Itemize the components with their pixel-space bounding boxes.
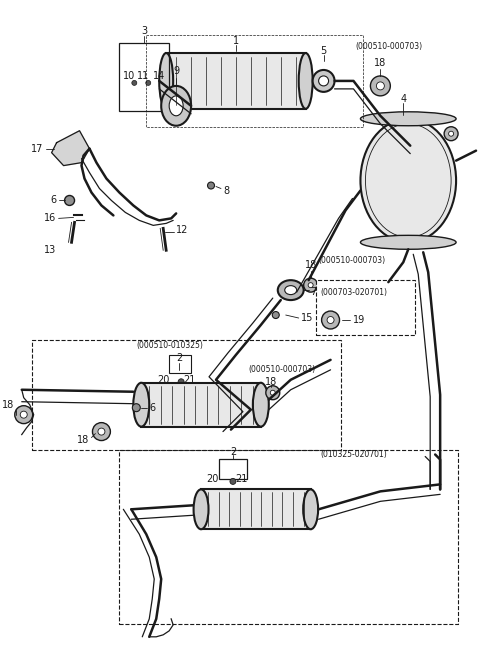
Ellipse shape: [319, 76, 329, 86]
Ellipse shape: [327, 317, 334, 324]
Text: 5: 5: [321, 46, 327, 56]
Ellipse shape: [360, 112, 456, 126]
Text: 4: 4: [400, 94, 407, 104]
Bar: [120, 450, 458, 624]
Bar: [120, 43, 169, 111]
Text: 14: 14: [153, 71, 166, 81]
Ellipse shape: [449, 131, 454, 136]
Text: (010325-020701): (010325-020701): [321, 450, 387, 459]
Ellipse shape: [132, 80, 137, 85]
Ellipse shape: [299, 53, 312, 109]
Bar: [169, 355, 191, 373]
Text: 18: 18: [77, 435, 89, 444]
Text: 7: 7: [311, 287, 317, 297]
Text: 2: 2: [230, 446, 236, 457]
Text: 15: 15: [300, 313, 313, 323]
Text: 1: 1: [233, 36, 239, 46]
Ellipse shape: [65, 196, 74, 205]
Bar: [32, 340, 340, 450]
Ellipse shape: [272, 311, 279, 318]
Ellipse shape: [266, 386, 280, 400]
Text: 19: 19: [352, 315, 365, 325]
Ellipse shape: [93, 422, 110, 441]
Text: (000510-000703): (000510-000703): [356, 41, 422, 50]
Text: 2: 2: [176, 353, 182, 363]
Text: (000510-000703): (000510-000703): [319, 256, 386, 265]
Text: 12: 12: [176, 225, 189, 235]
Ellipse shape: [360, 235, 456, 249]
Text: 3: 3: [141, 26, 147, 36]
Ellipse shape: [376, 82, 384, 90]
Text: 6: 6: [50, 196, 57, 205]
Ellipse shape: [278, 280, 304, 300]
Text: 13: 13: [44, 245, 57, 255]
Text: 21: 21: [183, 375, 195, 385]
Ellipse shape: [285, 286, 297, 295]
Ellipse shape: [132, 404, 140, 412]
Ellipse shape: [133, 383, 149, 426]
Ellipse shape: [20, 411, 27, 418]
Ellipse shape: [169, 96, 183, 116]
Text: (000510-010325): (000510-010325): [136, 342, 203, 350]
Ellipse shape: [303, 490, 318, 529]
Text: (000510-000703): (000510-000703): [249, 366, 316, 374]
Ellipse shape: [98, 428, 105, 435]
Text: 6: 6: [149, 402, 156, 413]
Text: 16: 16: [44, 213, 57, 224]
Text: 18: 18: [1, 400, 14, 410]
Ellipse shape: [15, 406, 33, 424]
Text: 18: 18: [374, 58, 386, 68]
Text: 18: 18: [264, 377, 277, 387]
Bar: [166, 53, 306, 109]
Ellipse shape: [371, 76, 390, 96]
Ellipse shape: [161, 86, 191, 126]
Bar: [201, 490, 311, 529]
Ellipse shape: [178, 379, 184, 385]
Text: 20: 20: [206, 474, 219, 484]
Ellipse shape: [230, 479, 236, 484]
Ellipse shape: [304, 278, 318, 292]
Text: (000703-020701): (000703-020701): [321, 287, 388, 297]
Ellipse shape: [312, 70, 335, 92]
Bar: [141, 383, 261, 426]
Text: 18: 18: [304, 260, 317, 270]
Text: 11: 11: [137, 71, 150, 81]
Ellipse shape: [146, 80, 151, 85]
Ellipse shape: [360, 119, 456, 242]
Polygon shape: [52, 130, 89, 165]
Ellipse shape: [159, 53, 173, 109]
Ellipse shape: [253, 383, 269, 426]
Text: 9: 9: [173, 66, 179, 76]
Bar: [219, 459, 247, 479]
Text: 10: 10: [123, 71, 135, 81]
Text: 17: 17: [31, 143, 44, 154]
Ellipse shape: [444, 127, 458, 141]
Ellipse shape: [270, 390, 275, 395]
Ellipse shape: [193, 490, 208, 529]
Text: 20: 20: [157, 375, 169, 385]
Bar: [316, 280, 415, 335]
Text: 21: 21: [235, 474, 247, 484]
Ellipse shape: [308, 283, 313, 287]
Ellipse shape: [207, 182, 215, 189]
Ellipse shape: [322, 311, 339, 329]
Text: 8: 8: [223, 185, 229, 196]
